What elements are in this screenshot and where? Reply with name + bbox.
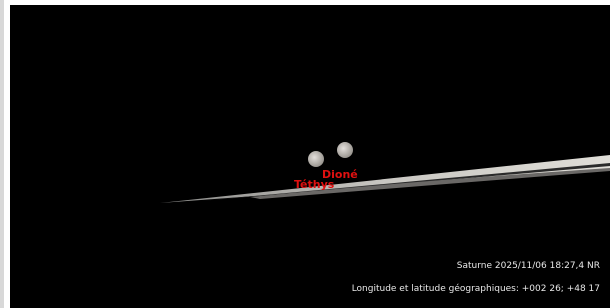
moon-dione <box>337 142 353 158</box>
moon-label: Téthys <box>294 178 335 191</box>
left-edge <box>0 0 4 308</box>
status-object: Saturne 2025/11/06 18:27,4 NR <box>457 261 600 271</box>
screen: Dioné Téthys Saturne 2025/11/06 18:27,4 … <box>0 0 610 308</box>
status-coords: Longitude et latitude géographiques: +00… <box>352 283 600 294</box>
moon-tethys <box>308 151 324 167</box>
